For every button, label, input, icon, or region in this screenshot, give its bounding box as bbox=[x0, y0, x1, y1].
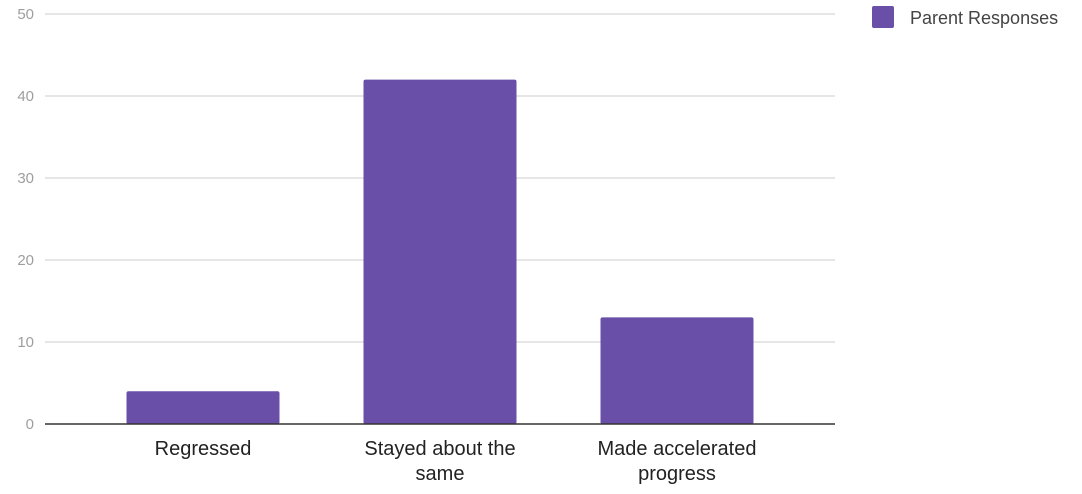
y-tick-label: 40 bbox=[17, 88, 34, 105]
x-tick-label: Made accelerated progress bbox=[598, 438, 757, 485]
bars bbox=[126, 79, 754, 424]
bar bbox=[600, 317, 754, 424]
y-tick-label: 20 bbox=[17, 252, 34, 269]
y-tick-label: 0 bbox=[26, 416, 34, 433]
bar bbox=[126, 391, 280, 424]
x-tick-label: Stayed about the same bbox=[364, 438, 515, 485]
legend-label: Parent Responses bbox=[910, 8, 1058, 28]
legend: Parent Responses bbox=[872, 6, 1058, 28]
legend-swatch bbox=[872, 6, 894, 28]
bar bbox=[363, 79, 517, 424]
y-tick-label: 30 bbox=[17, 170, 34, 187]
y-axis-ticks: 0 10 20 30 40 50 bbox=[17, 6, 34, 433]
x-tick-label: Regressed bbox=[155, 438, 252, 460]
x-axis-labels: Regressed Stayed about the same Made accele… bbox=[155, 438, 757, 485]
y-tick-label: 10 bbox=[17, 334, 34, 351]
y-tick-label: 50 bbox=[17, 6, 34, 23]
